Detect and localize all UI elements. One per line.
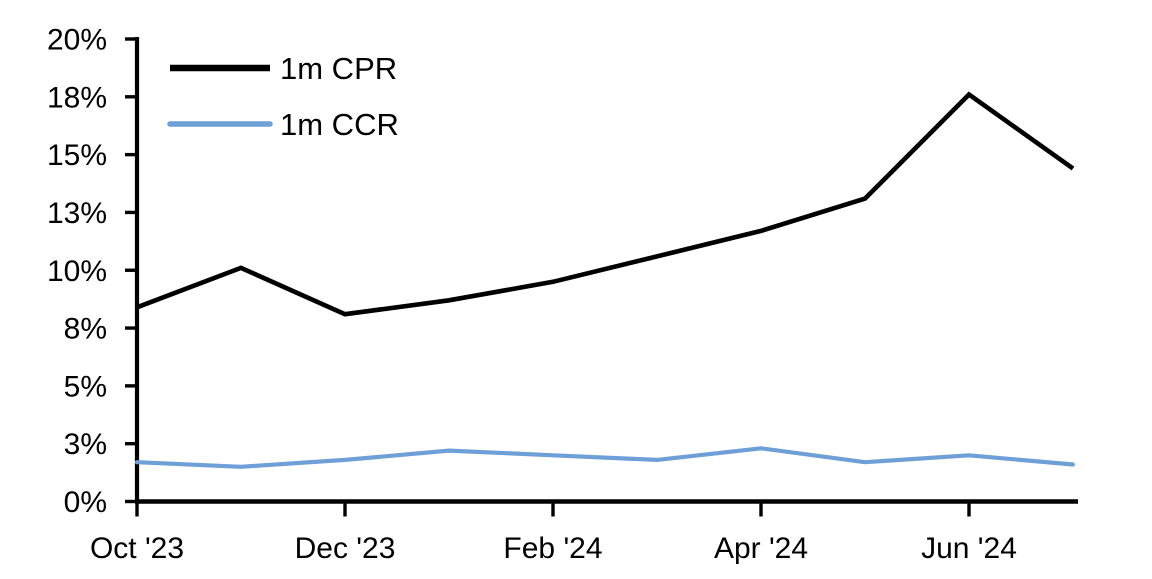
y-tick-label: 3% (64, 428, 107, 461)
y-axis-ticks: 0% 3% 5% 8% 10% 13% 15% 18% 20% (47, 24, 137, 519)
series-lines (134, 91, 1076, 469)
x-tick-label: Oct '23 (90, 532, 184, 565)
y-tick-label: 13% (47, 197, 107, 230)
y-tick-label: 0% (64, 486, 107, 519)
x-tick-label: Jun '24 (921, 532, 1017, 565)
y-tick-label: 5% (64, 370, 107, 403)
y-tick-label: 20% (47, 24, 107, 57)
x-tick-label: Feb '24 (503, 532, 602, 565)
x-tick-label: Dec '23 (295, 532, 396, 565)
series-line-1m-cpr (136, 91, 1075, 317)
series-line-1m-ccr (134, 446, 1076, 469)
legend-label-1m-cpr: 1m CPR (280, 51, 397, 86)
x-axis-ticks: Oct '23 Dec '23 Feb '24 Apr '24 Jun '24 (90, 501, 1017, 565)
y-tick-label: 15% (47, 139, 107, 172)
legend-label-1m-ccr: 1m CCR (280, 107, 399, 142)
y-tick-label: 18% (47, 81, 107, 114)
axes (134, 37, 1078, 504)
x-tick-label: Apr '24 (714, 532, 808, 565)
y-tick-label: 8% (64, 313, 107, 346)
legend: 1m CPR 1m CCR (167, 51, 399, 142)
y-tick-label: 10% (47, 255, 107, 288)
